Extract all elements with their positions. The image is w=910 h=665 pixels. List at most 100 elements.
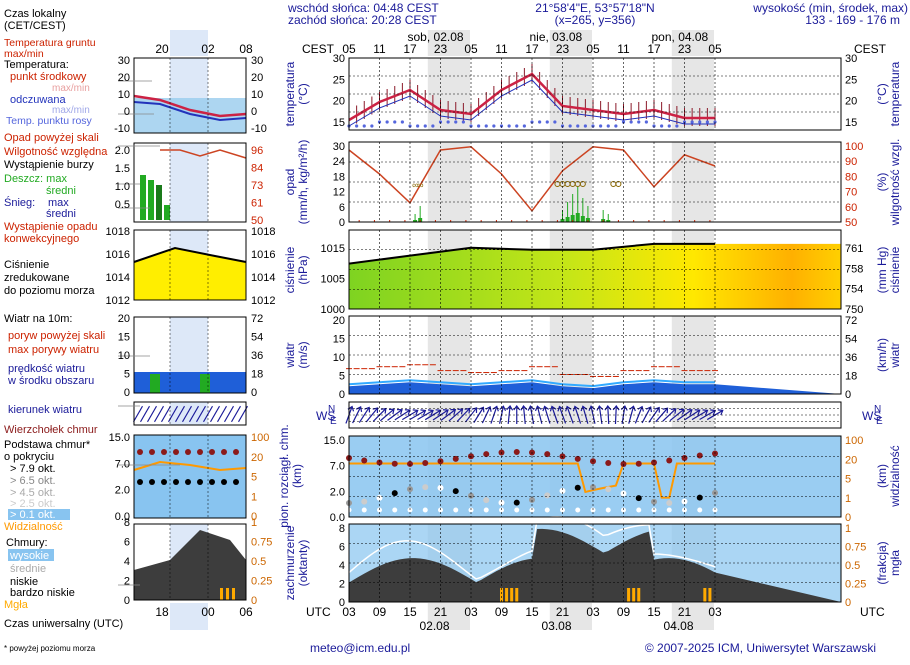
legend-okt-tick: 0 [124,595,130,607]
kmh-tick-label: 54 [845,334,857,346]
dew-point-dot [363,124,366,127]
legend-wind-arrow-shaft [211,406,220,422]
legend-wind-arrow [148,406,157,422]
dew-point-dot [523,124,526,127]
okt-tick-label: 6 [339,542,345,554]
legend-wind-arrow [134,406,143,422]
legend-snow-mid: średni [46,208,76,220]
fog-axis-title: (frakcja)mgła [875,541,902,584]
precip-tick-label: 0 [339,217,345,229]
legend-humidity-tick: 84 [251,163,263,175]
legend-cloud-top: Wierzchołek chmur [4,424,98,436]
dew-point-dot [355,124,358,127]
cest-hour-tick: 05 [342,42,356,56]
wind-axis-title: wiatr(m/s) [283,341,310,368]
day-label-bottom: 02.08 [420,619,450,633]
legend-okt-tick: 4 [124,556,130,568]
legend-utc-time: Czas uniwersalny (UTC) [4,618,123,630]
legend-rain-mid: średni [46,185,76,197]
fog-tick-label: 0.5 [845,560,860,572]
legend-humidity-tick: 73 [251,180,263,192]
precip-tick-label: 24 [333,156,345,168]
humidity-axis-title: (%)wilgotność wzgl. [875,139,902,227]
kmh-tick-label: 18 [845,371,857,383]
legend-wind-arrow [155,406,164,422]
legend-kmh-tick: 0 [251,387,257,399]
legend-kmh-tick: 54 [251,332,263,344]
kmh-tick-label: 36 [845,352,857,364]
footer-copyright: © 2007-2025 ICM, Uniwersytet Warszawski [645,641,876,655]
legend-cloud-base-dot [185,479,191,485]
elevation-values: 133 - 169 - 176 m [805,13,900,27]
legend-gust-above: poryw powyżej skali [8,330,105,342]
wind-arrow-shaft [608,406,609,424]
legend-pressure-tick: 1018 [106,226,130,238]
grid-text: (x=265, y=356) [555,13,636,27]
legend-fog-tick: 1 [251,517,257,529]
legend-precip-tick: 0.5 [115,199,130,211]
fog-bar [632,588,635,602]
legend-wind-tick: 10 [118,350,130,362]
temp-tick-label-right: 20 [845,96,857,108]
wind-tick-label: 20 [333,315,345,327]
cloud-tick-label: 15.0 [324,435,345,447]
temp-tick-label-right: 15 [845,117,857,129]
legend-fog-tick: 0.75 [251,537,272,549]
legend-storm: Wystąpienie burzy [4,159,94,171]
dew-point-dot [401,120,404,123]
legend-pressure-tick: 1016 [106,249,130,261]
visibility-tick-label: 20 [845,454,857,466]
visibility-tick-label: 5 [845,474,851,486]
fog-bar [708,588,711,602]
cloud-base-dot [483,497,489,503]
dew-point-dot [553,120,556,123]
precip-tick-label: 12 [333,187,345,199]
cloud-base-dot [484,508,489,513]
fog-tick-label: 0 [845,597,851,609]
legend-high: wysokie [9,550,49,562]
legend-wind-arrow [162,406,171,422]
legend-fog-bar [226,588,229,600]
utc-hour-tick: 09 [617,605,631,619]
main-chart-area: ∞∞ [343,30,841,630]
cloud-top-dot [575,456,581,462]
legend-rain-bar [156,185,162,220]
legend-wind-arrow-shaft [218,406,227,422]
cloud-top-dot [605,460,611,466]
legend-wind-green [200,374,210,393]
legend-pressure-tick-right: 1012 [251,295,275,307]
dew-point-dot [386,120,389,123]
compass-e-right: E [876,416,883,427]
legend-precip-tick: 1.0 [115,181,130,193]
legend-temp-tick: -10 [114,123,130,135]
legend-visibility-tick: 1 [251,491,257,503]
legend-fog-tick: 0.25 [251,576,272,588]
utc-hour-tick: 09 [373,605,387,619]
legend-cloud-base-dot [197,479,203,485]
legend-mid-point: punkt środkowy [10,71,87,83]
legend-pressure-tick-right: 1014 [251,272,275,284]
utc-label-right: UTC [860,605,885,619]
cloud-base-dot [392,508,397,513]
compass-e: E [330,416,337,427]
precip-tick-label: 18 [333,171,345,183]
legend-cloud-top-dot [173,449,179,455]
legend-visibility: Widzialność [4,521,63,533]
cover-axis-title: zachmurzenie(oktanty) [283,525,310,600]
legend-wind-arrow-shaft [225,406,234,422]
temp-tick-label: 20 [333,96,345,108]
temp-tick-label: 25 [333,74,345,86]
dew-point-dot [416,124,419,127]
legend-cloud-top-dot [209,449,215,455]
dew-point-dot [637,120,640,123]
dew-point-dot [546,120,549,123]
legend-cloud-sky [134,435,246,518]
legend-wind-arrow-shaft [232,406,241,422]
cloud-top-dot [361,457,367,463]
dew-point-dot [668,124,671,127]
cest-hour-tick: 23 [556,42,570,56]
legend-temp-tick-right: -10 [251,123,267,135]
dew-point-dot [477,124,480,127]
